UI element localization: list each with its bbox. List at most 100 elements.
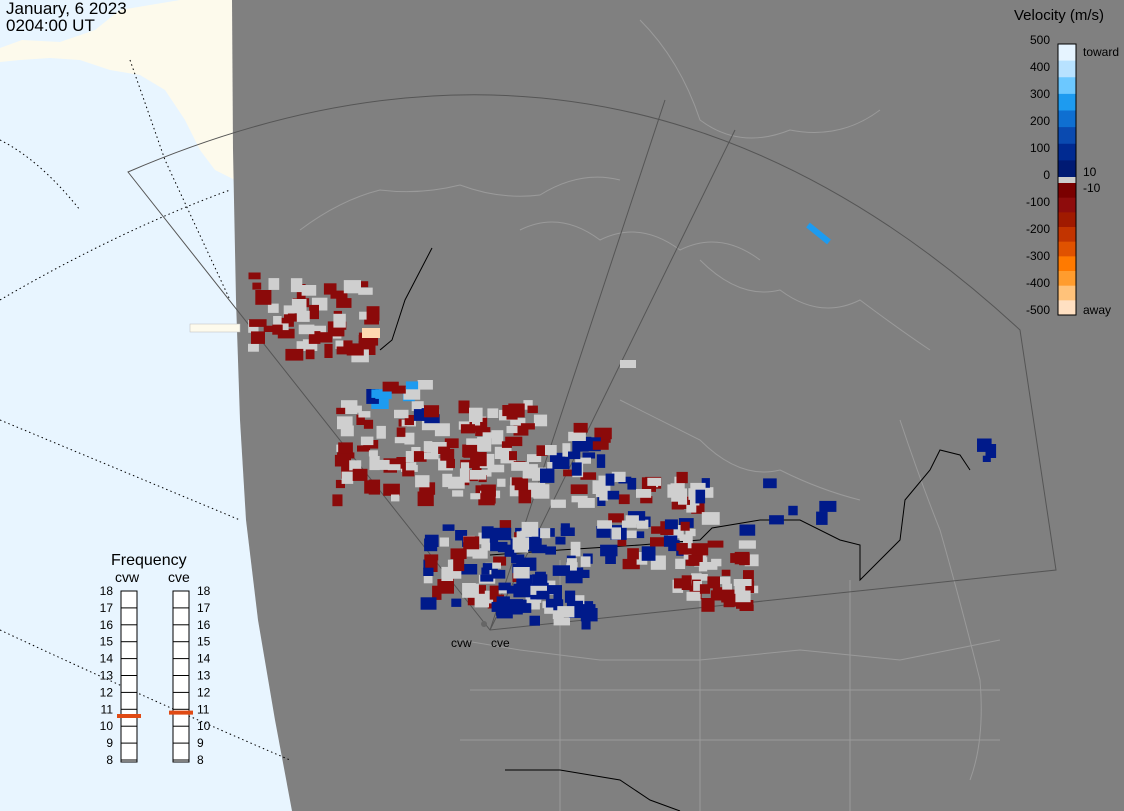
velocity-cell bbox=[806, 222, 831, 245]
velocity-cell bbox=[738, 540, 756, 549]
velocity-cell bbox=[352, 468, 368, 481]
velocity-cell bbox=[540, 528, 551, 539]
frequency-column-cvw: cvw bbox=[115, 569, 140, 585]
legend-swatch bbox=[1058, 160, 1076, 178]
velocity-cell bbox=[676, 471, 688, 484]
velocity-cell bbox=[570, 484, 588, 494]
velocity-cell bbox=[513, 583, 532, 598]
velocity-cell bbox=[411, 447, 421, 454]
legend-tick-label: -300 bbox=[1026, 249, 1050, 263]
velocity-cell bbox=[324, 343, 333, 358]
velocity-cell bbox=[463, 447, 477, 458]
velocity-cell bbox=[423, 441, 433, 453]
frequency-level-label: 12 bbox=[197, 685, 211, 699]
velocity-cell bbox=[509, 485, 525, 497]
velocity-cell bbox=[424, 452, 439, 460]
velocity-cell bbox=[611, 471, 626, 482]
velocity-cell bbox=[721, 589, 736, 603]
velocity-cell bbox=[330, 290, 348, 299]
velocity-cell bbox=[736, 600, 754, 609]
velocity-cell bbox=[582, 452, 596, 459]
velocity-cell bbox=[568, 451, 581, 460]
legend-tick-label: 300 bbox=[1030, 87, 1050, 101]
velocity-cell bbox=[526, 528, 542, 538]
velocity-cell bbox=[268, 278, 280, 290]
legend-away-label: away bbox=[1083, 303, 1111, 317]
velocity-cell bbox=[441, 566, 454, 581]
velocity-cell bbox=[595, 486, 608, 498]
frequency-level-label: 11 bbox=[101, 702, 114, 716]
velocity-cell bbox=[497, 478, 506, 487]
velocity-cell bbox=[560, 527, 575, 536]
velocity-cell bbox=[499, 520, 512, 533]
velocity-cell bbox=[527, 405, 538, 414]
legend-tick-label: -100 bbox=[1026, 195, 1050, 209]
frequency-level-label: 16 bbox=[197, 618, 211, 632]
velocity-cell bbox=[627, 477, 637, 490]
legend-tick-label: -400 bbox=[1026, 276, 1050, 290]
legend-swatch bbox=[1058, 93, 1076, 111]
velocity-cell bbox=[336, 346, 353, 355]
velocity-cell bbox=[290, 278, 303, 293]
velocity-cell bbox=[530, 599, 540, 610]
frequency-level-label: 15 bbox=[197, 635, 211, 649]
velocity-cell bbox=[296, 310, 310, 322]
station-label-cvw: cvw bbox=[451, 636, 472, 650]
velocity-cell bbox=[611, 527, 621, 540]
velocity-cell bbox=[518, 489, 532, 504]
velocity-cell bbox=[402, 466, 415, 477]
velocity-cell bbox=[699, 584, 711, 594]
velocity-cell bbox=[668, 540, 680, 552]
velocity-cell bbox=[368, 479, 381, 495]
velocity-cell bbox=[333, 313, 346, 328]
legend-title: Velocity (m/s) bbox=[1014, 7, 1104, 24]
velocity-cell bbox=[506, 426, 518, 434]
velocity-cell bbox=[701, 598, 715, 612]
velocity-cell bbox=[309, 304, 319, 320]
velocity-cell bbox=[323, 283, 337, 295]
velocity-cell bbox=[417, 491, 434, 507]
frequency-level-label: 10 bbox=[197, 719, 211, 733]
legend-swatch bbox=[1058, 60, 1076, 78]
velocity-cell bbox=[511, 462, 529, 471]
velocity-cell bbox=[424, 405, 440, 418]
velocity-cell bbox=[533, 414, 548, 427]
velocity-cell bbox=[453, 557, 465, 572]
velocity-cell bbox=[568, 607, 586, 616]
velocity-cell bbox=[471, 460, 482, 475]
velocity-cell bbox=[487, 408, 499, 418]
velocity-cell bbox=[522, 464, 538, 479]
velocity-cell bbox=[403, 387, 421, 400]
velocity-cell bbox=[690, 482, 706, 492]
velocity-cell bbox=[463, 536, 480, 550]
velocity-cell bbox=[763, 478, 777, 489]
velocity-cell bbox=[678, 548, 697, 555]
velocity-cell bbox=[512, 537, 530, 550]
velocity-cell bbox=[530, 585, 547, 595]
velocity-cell bbox=[334, 454, 351, 467]
velocity-cell bbox=[460, 424, 475, 434]
velocity-cell bbox=[637, 519, 649, 529]
velocity-cell bbox=[358, 287, 373, 295]
velocity-cell bbox=[336, 407, 346, 415]
velocity-cell bbox=[596, 526, 611, 538]
velocity-cell bbox=[580, 608, 598, 622]
frequency-level-label: 16 bbox=[100, 618, 114, 632]
velocity-cell bbox=[511, 554, 525, 564]
velocity-cell bbox=[571, 462, 582, 476]
velocity-cell bbox=[383, 483, 400, 496]
velocity-legend: Velocity (m/s) 500 400 300 200 100 0 -100 -200 -… bbox=[1014, 7, 1119, 317]
velocity-cell bbox=[513, 425, 529, 436]
velocity-cell bbox=[670, 483, 685, 495]
velocity-cell bbox=[273, 316, 282, 329]
legend-tick-label: 100 bbox=[1030, 141, 1050, 155]
velocity-cell bbox=[513, 567, 530, 579]
velocity-cell bbox=[296, 341, 311, 351]
legend-tick-label: 0 bbox=[1043, 168, 1050, 182]
velocity-cell bbox=[360, 436, 374, 446]
velocity-cell bbox=[509, 599, 527, 607]
velocity-cell bbox=[336, 298, 352, 308]
velocity-cell bbox=[721, 569, 731, 576]
frequency-level-label: 11 bbox=[197, 702, 210, 716]
velocity-cell bbox=[375, 459, 390, 470]
